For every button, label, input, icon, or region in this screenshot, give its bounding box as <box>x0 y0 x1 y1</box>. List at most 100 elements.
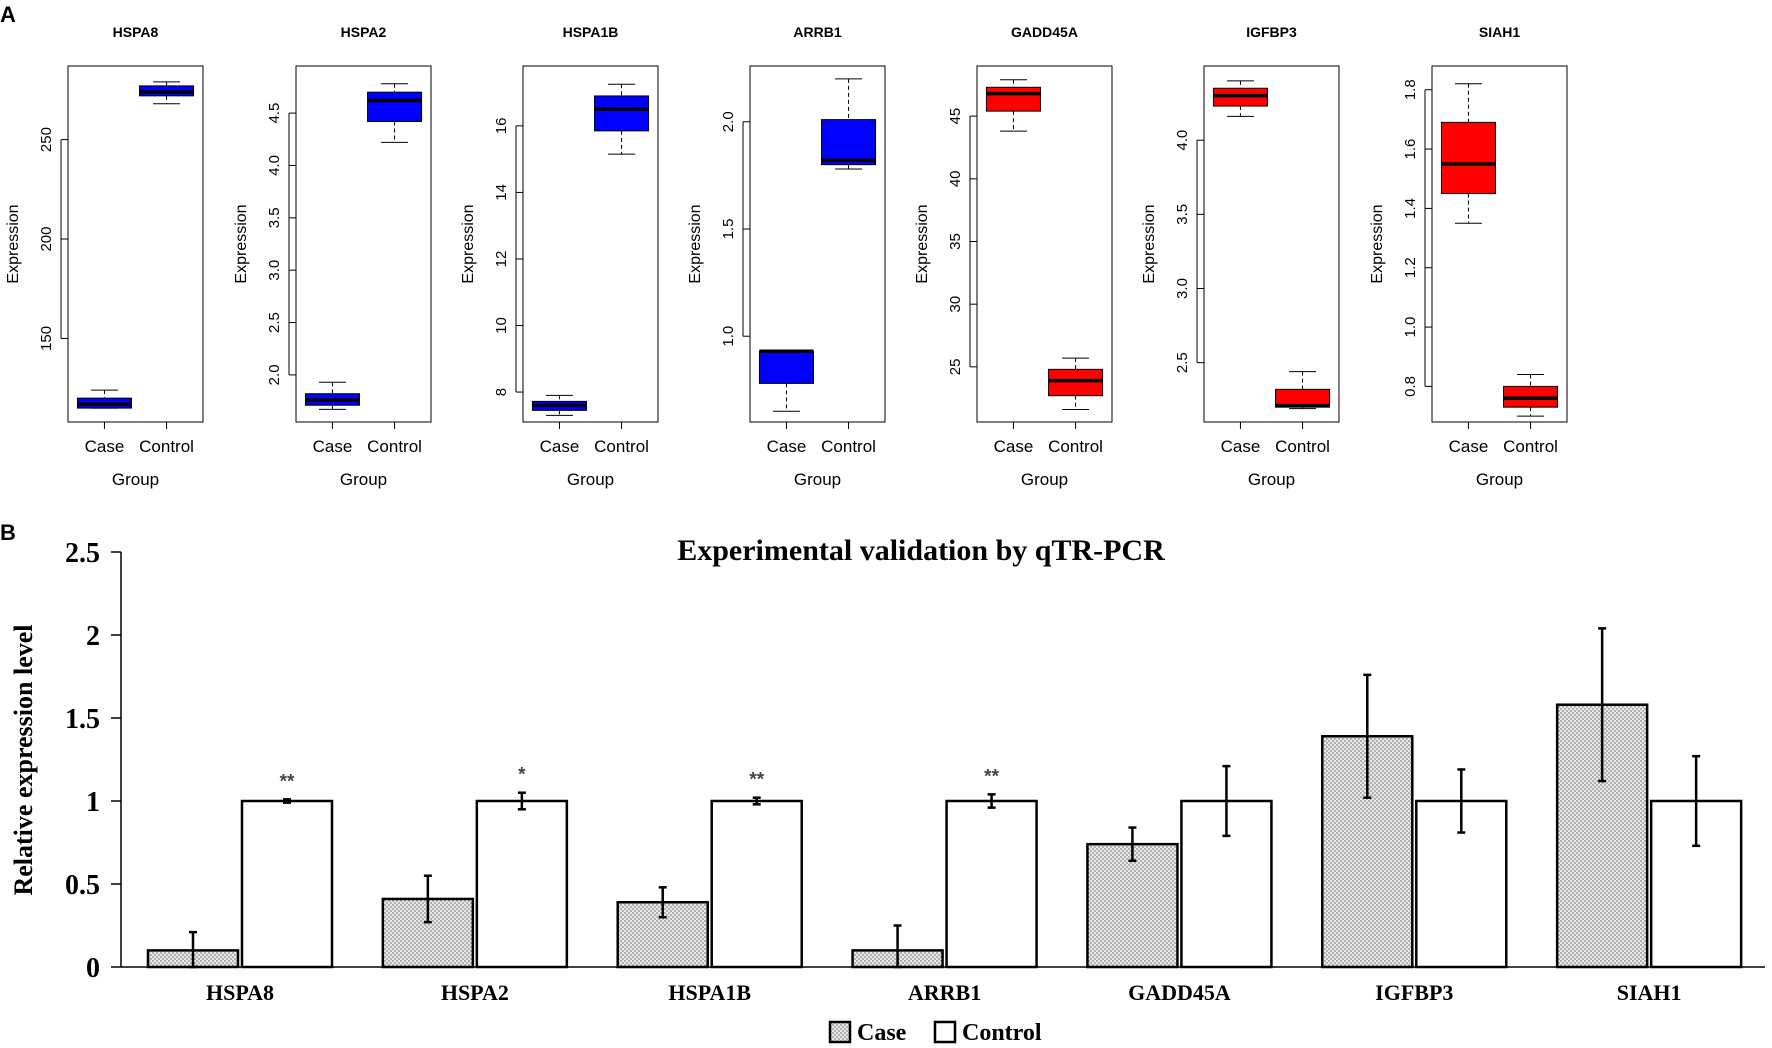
x-axis-label-hspa2: Group <box>340 470 387 489</box>
bar-chart-x-tick-label: HSPA1B <box>668 980 751 1005</box>
y-tick-label-gadd45a: 30 <box>947 296 964 313</box>
x-axis-label-gadd45a: Group <box>1021 470 1068 489</box>
x-axis-label-siah1: Group <box>1476 470 1523 489</box>
plot-frame-siah1 <box>1431 65 1568 423</box>
bar-chart-x-tick-label: ARRB1 <box>908 980 981 1005</box>
panel-b-label: B <box>0 520 16 545</box>
y-tick-label-siah1: 1.0 <box>1402 317 1419 338</box>
y-tick-label-hspa1b: 8 <box>493 388 510 396</box>
bar-chart-legend: Case Control <box>828 1020 1042 1046</box>
boxplot-title-hspa8: HSPA8 <box>113 24 159 40</box>
x-tick-label-gadd45a: Control <box>1048 437 1103 456</box>
y-tick-label-hspa2: 4.0 <box>266 155 283 176</box>
x-tick-label-hspa2: Control <box>367 437 422 456</box>
y-tick-label-hspa2: 4.5 <box>266 103 283 124</box>
significance-marker-arrb1: ** <box>984 766 999 787</box>
y-axis-label-hspa1b: Expression <box>460 204 477 283</box>
bar-chart-y-tick-label: 0.5 <box>65 870 100 901</box>
plot-frame-hspa8 <box>67 65 204 423</box>
bar-chart-y-tick-label: 1 <box>86 787 100 818</box>
boxplot-title-siah1: SIAH1 <box>1479 24 1520 40</box>
bar-chart-y-tick-label: 2 <box>86 621 100 652</box>
y-axis-label-siah1: Expression <box>1369 204 1386 283</box>
bar-chart-x-tick-label: HSPA2 <box>441 980 509 1005</box>
x-axis-label-igfbp3: Group <box>1248 470 1295 489</box>
bar-case-gadd45a <box>1086 842 1179 969</box>
y-tick-label-gadd45a: 35 <box>947 233 964 250</box>
boxplot-arrb1: ARRB1 1.0 1.5 2.0 Expression Case Control Group <box>687 24 886 489</box>
x-tick-label-igfbp3: Case <box>1221 437 1261 456</box>
boxplot-title-hspa1b: HSPA1B <box>563 24 619 40</box>
y-axis-label-hspa2: Expression <box>233 204 250 283</box>
y-tick-label-hspa8: 150 <box>38 326 55 351</box>
plot-frame-igfbp3 <box>1203 65 1340 423</box>
x-axis-label-arrb1: Group <box>794 470 841 489</box>
y-tick-label-igfbp3: 2.5 <box>1174 352 1191 373</box>
y-tick-label-igfbp3: 3.0 <box>1174 278 1191 299</box>
y-tick-label-hspa2: 2.5 <box>266 312 283 333</box>
x-axis-label-hspa1b: Group <box>567 470 614 489</box>
x-tick-label-gadd45a: Case <box>994 437 1034 456</box>
boxplot-title-igfbp3: IGFBP3 <box>1246 24 1297 40</box>
box-case-gadd45a <box>985 86 1041 112</box>
panel-a-label: A <box>0 2 16 27</box>
bar-control-hspa2 <box>475 799 569 969</box>
x-tick-label-igfbp3: Control <box>1275 437 1330 456</box>
y-tick-label-hspa2: 2.0 <box>266 364 283 385</box>
bar-chart-x-tick-label: GADD45A <box>1128 980 1231 1005</box>
box-case-siah1 <box>1440 121 1496 195</box>
boxplot-gadd45a: GADD45A 25 30 35 40 45 Expression Case Control Gr… <box>914 24 1113 489</box>
y-tick-label-igfbp3: 4.0 <box>1174 130 1191 151</box>
y-tick-label-hspa8: 250 <box>38 127 55 152</box>
y-tick-label-hspa8: 200 <box>38 227 55 252</box>
bar-chart: Experimental validation by qTR-PCR Relati… <box>9 534 1765 1046</box>
y-tick-label-siah1: 1.8 <box>1402 79 1419 100</box>
boxplot-hspa2: HSPA2 2.0 2.5 3.0 3.5 4.0 4.5 Expression Case Con… <box>233 24 432 489</box>
x-axis-label-hspa8: Group <box>112 470 159 489</box>
y-tick-label-arrb1: 1.0 <box>720 326 737 347</box>
boxplot-igfbp3: IGFBP3 2.5 3.0 3.5 4.0 Expression Case Control G… <box>1141 24 1340 489</box>
bar-chart-title: Experimental validation by qTR-PCR <box>677 534 1165 567</box>
bar-chart-y-tick-label: 1.5 <box>65 704 100 735</box>
legend-swatch-control <box>933 1020 957 1044</box>
legend-label-control: Control <box>962 1020 1042 1046</box>
y-tick-label-hspa2: 3.5 <box>266 207 283 228</box>
y-tick-label-arrb1: 1.5 <box>720 219 737 240</box>
box-control-gadd45a <box>1048 368 1104 397</box>
bar-control-hspa1b <box>710 799 803 969</box>
boxplot-hspa1b: HSPA1B 8 10 12 14 16 Expression Case Control Grou… <box>460 24 659 489</box>
y-tick-label-hspa1b: 14 <box>493 184 510 201</box>
boxplot-title-gadd45a: GADD45A <box>1011 24 1078 40</box>
y-tick-label-gadd45a: 40 <box>947 170 964 187</box>
y-tick-label-siah1: 1.2 <box>1402 257 1419 278</box>
y-axis-label-igfbp3: Expression <box>1141 204 1158 283</box>
y-tick-label-hspa1b: 10 <box>493 317 510 334</box>
box-control-hspa1b <box>594 95 650 132</box>
boxplot-siah1: SIAH1 0.8 1.0 1.2 1.4 1.6 1.8 Expression Case Con… <box>1369 24 1568 489</box>
x-tick-label-siah1: Case <box>1449 437 1489 456</box>
bar-chart-x-tick-label: HSPA8 <box>206 980 274 1005</box>
bar-chart-y-tick-label: 0 <box>86 953 100 984</box>
significance-marker-hspa1b: ** <box>749 770 764 791</box>
bar-chart-x-tick-label: SIAH1 <box>1617 980 1682 1005</box>
x-tick-label-hspa8: Control <box>139 437 194 456</box>
boxplot-panels: HSPA8 150 200 250 Expression Case Control Group… <box>5 24 1568 489</box>
x-tick-label-hspa8: Case <box>85 437 125 456</box>
y-tick-label-gadd45a: 25 <box>947 359 964 376</box>
y-tick-label-arrb1: 2.0 <box>720 111 737 132</box>
bar-control-arrb1 <box>945 799 1038 969</box>
boxplot-title-hspa2: HSPA2 <box>341 24 387 40</box>
x-tick-label-arrb1: Control <box>821 437 876 456</box>
y-tick-label-gadd45a: 45 <box>947 108 964 125</box>
y-tick-label-siah1: 0.8 <box>1402 376 1419 397</box>
x-tick-label-hspa1b: Control <box>594 437 649 456</box>
bar-chart-y-tick-label: 2.5 <box>65 538 100 569</box>
y-axis-label-gadd45a: Expression <box>914 204 931 283</box>
box-control-arrb1 <box>821 119 877 166</box>
y-axis-label-arrb1: Expression <box>687 204 704 283</box>
bar-chart-y-axis-label: Relative expression level <box>9 624 38 895</box>
x-tick-label-siah1: Control <box>1503 437 1558 456</box>
legend-swatch-case <box>828 1020 852 1044</box>
legend-label-case: Case <box>857 1020 907 1046</box>
